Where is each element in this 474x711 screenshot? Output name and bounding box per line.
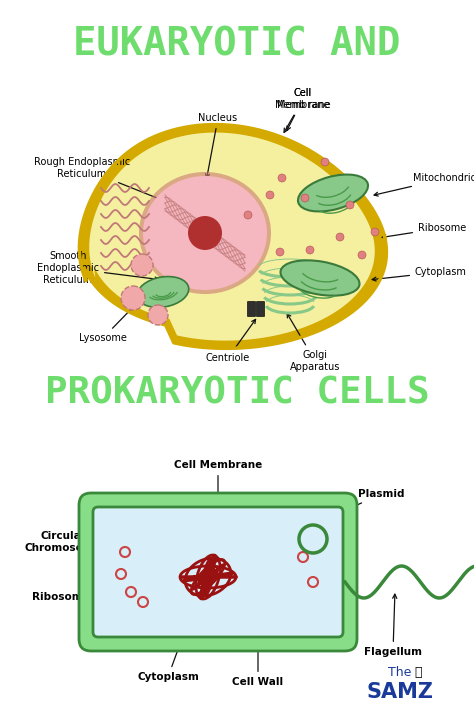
FancyBboxPatch shape [99,513,337,631]
Circle shape [244,211,252,219]
Circle shape [321,158,329,166]
Circle shape [276,248,284,256]
Text: Cell Wall: Cell Wall [232,643,283,687]
Circle shape [358,251,366,259]
Ellipse shape [143,176,267,290]
Text: Cytoplasm: Cytoplasm [137,626,199,682]
Text: PROKARYOTIC CELLS: PROKARYOTIC CELLS [45,375,429,411]
Text: Ribosome: Ribosome [32,577,121,602]
Text: Cell Membrane: Cell Membrane [174,460,262,508]
Polygon shape [80,124,386,348]
Text: Golgi
Apparatus: Golgi Apparatus [287,314,340,372]
Circle shape [306,246,314,254]
Circle shape [121,286,145,310]
Text: Rough Endoplasmic
Reticulum: Rough Endoplasmic Reticulum [34,157,163,201]
Circle shape [278,174,286,182]
Text: Lysosome: Lysosome [79,303,137,343]
Text: EUKARYOTIC AND: EUKARYOTIC AND [73,25,401,63]
Text: Smooth
Endoplasmic
Reticulum: Smooth Endoplasmic Reticulum [37,252,159,284]
Circle shape [371,228,379,236]
Text: Flagellum: Flagellum [364,594,422,657]
FancyBboxPatch shape [247,301,255,316]
FancyBboxPatch shape [93,507,343,637]
Ellipse shape [298,174,368,211]
Circle shape [131,254,153,276]
Text: Circular
Chromosome: Circular Chromosome [25,531,184,567]
Polygon shape [89,132,375,341]
Text: 🧪: 🧪 [414,665,422,678]
Ellipse shape [137,277,189,307]
Circle shape [266,191,274,199]
Text: Ribosome: Ribosome [382,223,466,239]
Circle shape [301,194,309,202]
Text: Mitochondrion: Mitochondrion [374,173,474,196]
Text: Cytoplasm: Cytoplasm [372,267,467,281]
Circle shape [188,216,222,250]
Text: Nucleus: Nucleus [199,113,237,178]
Circle shape [346,201,354,209]
FancyBboxPatch shape [79,493,357,651]
Text: The: The [388,665,412,678]
Circle shape [336,233,344,241]
Text: Centriole: Centriole [206,319,255,363]
FancyBboxPatch shape [256,301,264,316]
Ellipse shape [281,260,359,296]
Text: SAMZ: SAMZ [366,682,434,702]
Text: Cell
Memb rane: Cell Memb rane [275,88,331,130]
Text: Plasmid: Plasmid [317,489,404,523]
Text: Cell
Membrane: Cell Membrane [277,88,329,132]
Circle shape [148,305,168,325]
Ellipse shape [139,172,271,294]
